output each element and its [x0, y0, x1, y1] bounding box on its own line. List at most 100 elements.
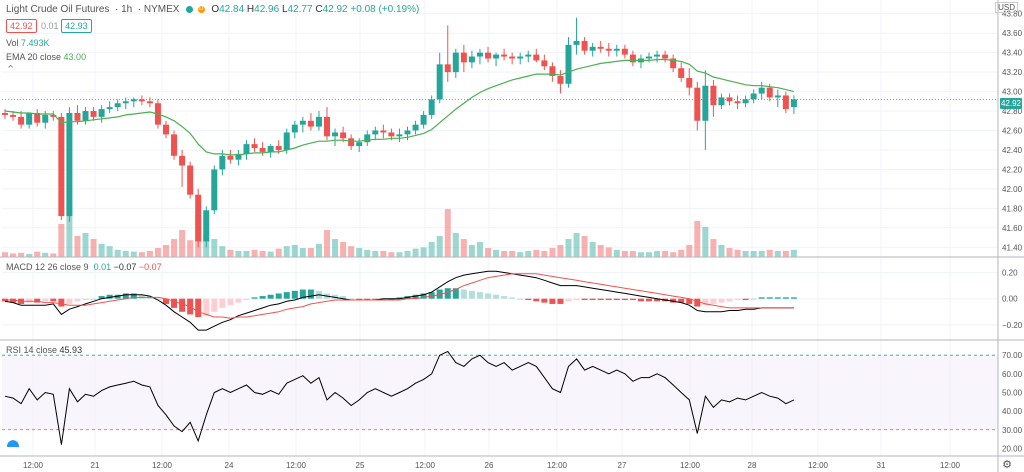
time-tick-label: 28: [748, 461, 757, 470]
price-candles: [2, 17, 797, 248]
macd-histogram-bar: [565, 298, 572, 302]
candle-body: [291, 124, 298, 133]
rsi-band: [2, 355, 998, 430]
macd-histogram-bar: [420, 293, 427, 299]
sell-button[interactable]: 42.92: [6, 19, 37, 33]
volume-bar: [420, 247, 427, 257]
candle-body: [718, 97, 725, 106]
volume-bar: [179, 230, 186, 257]
candle-body: [307, 120, 314, 127]
macd-histogram-bar: [670, 298, 677, 303]
candle-body: [163, 124, 169, 135]
macd-histogram-bar: [267, 294, 274, 299]
volume-bar: [98, 243, 105, 257]
ema-legend[interactable]: EMA 20 close 43.00: [6, 52, 87, 62]
price-axis[interactable]: 43.80 43.60 43.40 43.20 43.00 42.80 42.60 42.40…: [1002, 10, 1023, 253]
macd-histogram-bar: [396, 297, 403, 299]
candle-body: [678, 68, 685, 78]
currency-label[interactable]: USD: [995, 2, 1018, 13]
ema-line: [4, 58, 795, 156]
candle-body: [98, 109, 105, 117]
candle-body: [179, 155, 186, 166]
candle-body: [187, 165, 194, 195]
volume-bar: [122, 251, 129, 257]
volume-bar: [235, 251, 242, 257]
macd-histogram-bar: [428, 292, 435, 299]
volume-bar: [275, 248, 282, 257]
volume-bar: [396, 252, 403, 257]
volume-legend[interactable]: Vol 7.493K: [6, 38, 50, 48]
volume-bar: [549, 248, 556, 257]
candle-body: [629, 54, 636, 63]
volume-bar: [412, 248, 419, 257]
macd-histogram-bar: [34, 298, 41, 303]
macd-histogram-bar: [82, 298, 89, 300]
volume-bar: [171, 239, 178, 257]
candle-body: [26, 112, 33, 125]
macd-histogram-bar: [501, 296, 508, 299]
volume-bar: [267, 251, 274, 257]
volume-bar: [613, 249, 620, 257]
price-tick-label: 42.20: [1002, 165, 1023, 174]
candle-body: [605, 48, 612, 51]
volume-bar: [509, 251, 516, 257]
volume-bar: [324, 230, 330, 257]
volume-bar: [74, 236, 81, 257]
candle-body: [662, 54, 669, 59]
candle-body: [404, 130, 411, 135]
rsi-legend[interactable]: RSI 14 close 45.93: [6, 345, 83, 355]
macd-histogram-bar: [219, 298, 226, 308]
volume-bar: [315, 243, 322, 257]
volume-bar: [766, 249, 773, 257]
macd-histogram-bar: [340, 296, 347, 299]
macd-histogram-bar: [654, 298, 661, 302]
change-value: +0.08 (+0.19%): [350, 4, 420, 15]
candle-body: [235, 153, 242, 160]
volume-bar: [702, 227, 709, 257]
price-tick-label: 43.60: [1002, 29, 1023, 38]
candle-body: [211, 169, 218, 211]
symbol-title[interactable]: Light Crude Oil Futures: [6, 4, 110, 15]
macd-histogram-bar: [154, 298, 161, 300]
macd-histogram-bar: [10, 298, 17, 303]
candle-body: [66, 112, 73, 217]
macd-histogram-bar: [718, 298, 725, 303]
macd-histogram-bar: [235, 298, 242, 303]
candle-body: [396, 134, 403, 137]
macd-histogram-bar: [613, 298, 620, 300]
volume-bar: [444, 209, 451, 257]
candle-body: [581, 40, 588, 51]
rsi-tick-label: 60.00: [1002, 370, 1023, 379]
collapse-legend-icon[interactable]: ⌃: [6, 64, 16, 76]
price-tick-label: 43.20: [1002, 68, 1023, 77]
gear-icon[interactable]: ⚙: [1002, 459, 1012, 471]
volume-bar: [790, 249, 797, 257]
macd-legend[interactable]: MACD 12 26 close 9 0.01 −0.07 −0.07: [6, 262, 162, 272]
volume-bar: [525, 251, 532, 257]
macd-histogram-bar: [227, 298, 234, 306]
buy-button[interactable]: 42.93: [61, 19, 92, 33]
macd-axis[interactable]: 0.20 0.00 −0.20: [1002, 268, 1023, 329]
candle-body: [324, 116, 330, 137]
candle-body: [2, 112, 8, 115]
rsi-axis[interactable]: 70.00 60.00 50.00 40.00 30.00 20.00: [1002, 351, 1023, 453]
macd-histogram-bar: [605, 298, 612, 300]
macd-histogram-bar: [525, 298, 532, 300]
candle-body: [533, 54, 540, 61]
tradingview-logo-icon[interactable]: [6, 438, 20, 448]
macd-histogram-bar: [750, 298, 757, 300]
candle-body: [420, 114, 427, 125]
candle-body: [509, 56, 516, 59]
macd-histogram-bar: [758, 297, 765, 299]
interval-label[interactable]: 1h: [121, 4, 133, 15]
macd-histogram-bar: [573, 298, 580, 300]
candle-body: [195, 194, 202, 242]
candle-body: [565, 44, 572, 84]
time-axis[interactable]: 12:00 21 12:00 24 12:00 25 12:00 26 12:00 27 12:00…: [23, 461, 961, 470]
macd-signal-line: [5, 273, 794, 319]
macd-histogram-bar: [541, 298, 548, 303]
macd-histogram-bar: [26, 298, 33, 303]
candle-body: [613, 48, 620, 51]
candle-body: [686, 77, 693, 88]
